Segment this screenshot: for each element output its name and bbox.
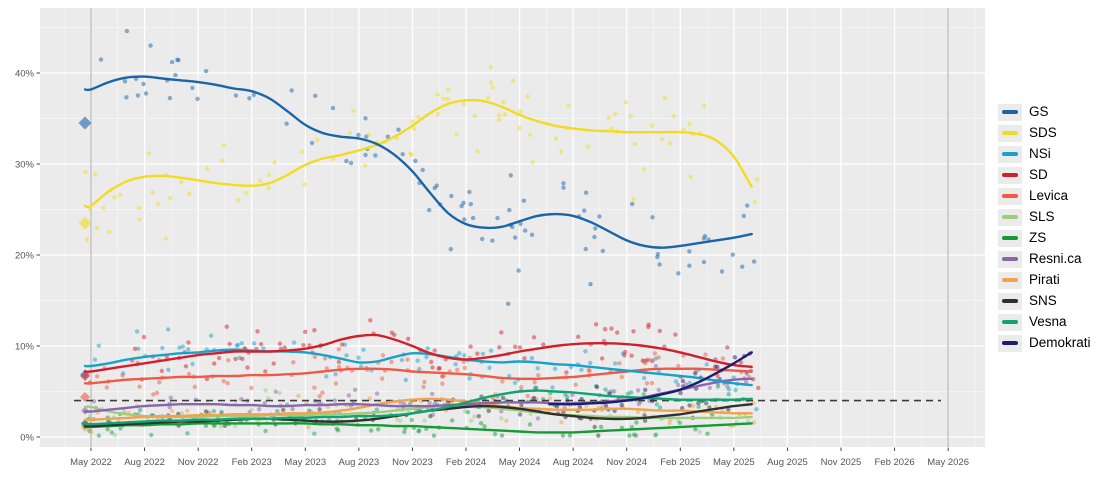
legend-label: SD — [1029, 167, 1048, 183]
legend-label: SLS — [1029, 209, 1055, 225]
x-axis-label: Aug 2024 — [553, 457, 594, 468]
legend-key-icon — [998, 271, 1022, 289]
x-axis-label: Aug 2022 — [124, 457, 165, 468]
legend-label: Pirati — [1029, 272, 1060, 288]
legend-color-swatch — [1002, 215, 1018, 219]
x-axis-label: Nov 2024 — [606, 457, 647, 468]
trend-line-pirati — [83, 397, 753, 421]
scatter-sds — [83, 64, 760, 242]
x-axis-label: May 2022 — [70, 457, 112, 468]
y-axis-label: 10% — [15, 342, 35, 353]
legend-label: Levica — [1029, 188, 1069, 204]
legend-item-gs: GS — [998, 103, 1091, 121]
x-axis-label: Feb 2025 — [660, 457, 700, 468]
legend-item-levica: Levica — [998, 187, 1091, 205]
legend-key-icon — [998, 208, 1022, 226]
trend-line-zs — [83, 422, 753, 434]
x-axis-label: Feb 2023 — [232, 457, 272, 468]
legend-key-icon — [998, 103, 1022, 121]
legend-color-swatch — [1002, 257, 1018, 261]
legend-item-sns: SNS — [998, 292, 1091, 310]
election-result-marker-levica — [80, 391, 90, 402]
legend-label: ZS — [1029, 230, 1047, 246]
legend-label: NSi — [1029, 146, 1051, 162]
trend-line-nsi — [83, 348, 753, 387]
legend-color-swatch — [1002, 341, 1018, 345]
scatter-gs — [98, 28, 757, 306]
election-result-marker-sd — [80, 371, 90, 382]
legend-label: Resni.ca — [1029, 251, 1082, 267]
legend-color-swatch — [1002, 131, 1018, 135]
election-result-marker-gs — [78, 116, 92, 130]
x-axis-label: May 2025 — [713, 457, 755, 468]
legend-color-swatch — [1002, 299, 1018, 303]
x-axis-label: Nov 2023 — [392, 457, 433, 468]
legend-key-icon — [998, 334, 1022, 352]
legend-label: SNS — [1029, 293, 1057, 309]
x-axis: May 2022 Aug 2022 Nov 2022 Feb 2023 May 2023… — [70, 447, 969, 468]
y-axis-label: 0% — [20, 433, 34, 444]
legend-color-swatch — [1002, 278, 1018, 282]
legend-color-swatch — [1002, 173, 1018, 177]
x-axis-label: Feb 2024 — [446, 457, 486, 468]
chart-legend: GS SDS NSi SD Levica SLS ZS Resni.ca Pirati SNS Ve… — [998, 103, 1091, 352]
trend-line-demokrati — [548, 351, 753, 406]
legend-color-swatch — [1002, 194, 1018, 198]
legend-key-icon — [998, 250, 1022, 268]
y-axis: 0% 10% 20% 30% 40% — [15, 69, 40, 444]
legend-item-sd: SD — [998, 166, 1091, 184]
y-axis-label: 20% — [15, 251, 35, 262]
legend-item-nsi: NSi — [998, 145, 1091, 163]
legend-item-pirati: Pirati — [998, 271, 1091, 289]
trend-line-gs — [83, 75, 753, 249]
y-axis-label: 30% — [15, 160, 35, 171]
legend-item-demokrati: Demokrati — [998, 334, 1091, 352]
legend-item-sls: SLS — [998, 208, 1091, 226]
trend-lines — [83, 75, 753, 434]
legend-item-zs: ZS — [998, 229, 1091, 247]
legend-item-sds: SDS — [998, 124, 1091, 142]
x-axis-label: May 2023 — [284, 457, 326, 468]
legend-key-icon — [998, 166, 1022, 184]
election-result-marker-sds — [78, 216, 92, 230]
trend-line-sd — [83, 333, 753, 373]
legend-key-icon — [998, 313, 1022, 331]
y-axis-label: 40% — [15, 69, 35, 80]
legend-color-swatch — [1002, 110, 1018, 114]
x-axis-label: Nov 2025 — [821, 457, 862, 468]
legend-key-icon — [998, 187, 1022, 205]
x-axis-label: Aug 2023 — [339, 457, 380, 468]
x-axis-label: Nov 2022 — [178, 457, 219, 468]
x-axis-label: Feb 2026 — [874, 457, 914, 468]
legend-label: Vesna — [1029, 314, 1067, 330]
x-axis-label: May 2026 — [927, 457, 969, 468]
legend-key-icon — [998, 145, 1022, 163]
trend-line-levica — [83, 367, 753, 385]
legend-color-swatch — [1002, 320, 1018, 324]
legend-label: SDS — [1029, 125, 1057, 141]
legend-key-icon — [998, 124, 1022, 142]
x-axis-label: Aug 2025 — [767, 457, 808, 468]
legend-item-vesna: Vesna — [998, 313, 1091, 331]
legend-color-swatch — [1002, 236, 1018, 240]
trend-line-sds — [83, 98, 753, 209]
legend-item-resni-ca: Resni.ca — [998, 250, 1091, 268]
legend-key-icon — [998, 292, 1022, 310]
legend-label: Demokrati — [1029, 335, 1091, 351]
x-axis-label: May 2024 — [499, 457, 541, 468]
legend-label: GS — [1029, 104, 1049, 120]
legend-color-swatch — [1002, 152, 1018, 156]
legend-key-icon — [998, 229, 1022, 247]
